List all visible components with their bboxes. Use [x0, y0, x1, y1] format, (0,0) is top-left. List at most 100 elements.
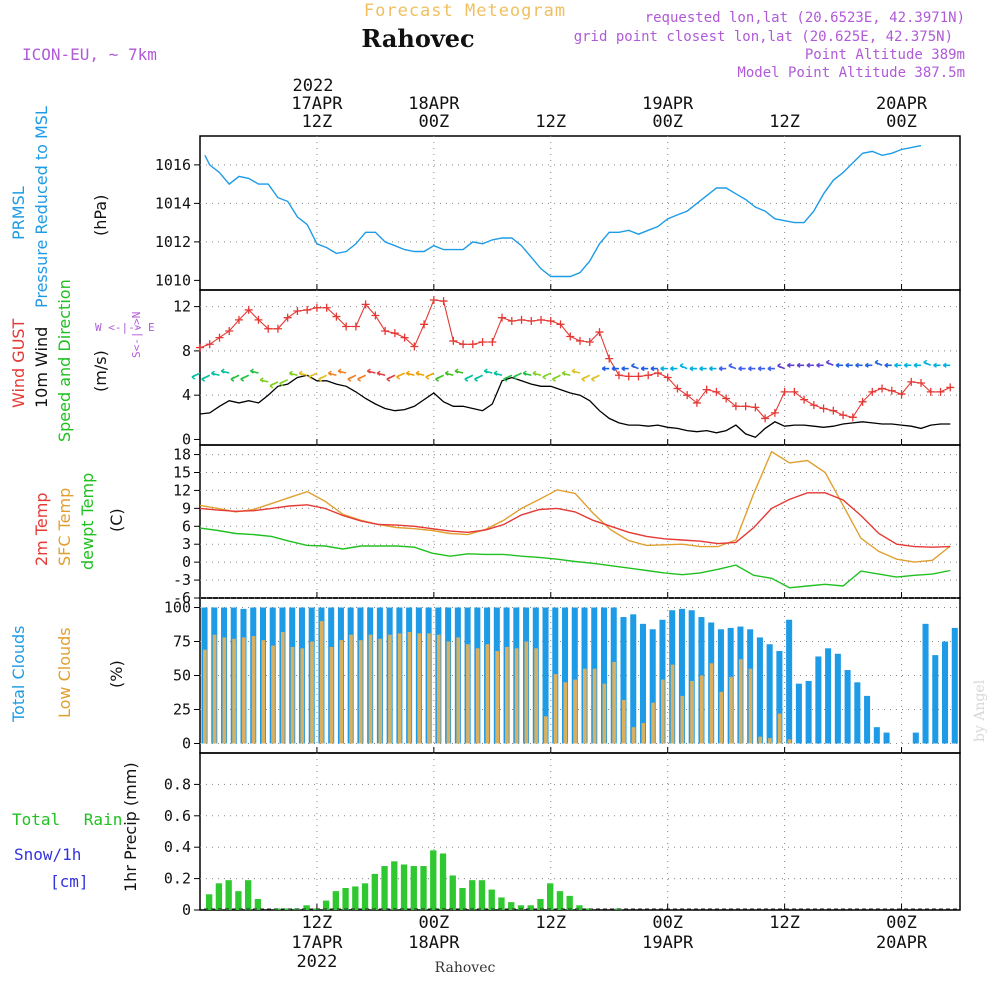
- total-cloud-bar: [864, 695, 871, 744]
- low-cloud-bar: [456, 637, 461, 744]
- low-cloud-bar: [310, 641, 314, 744]
- gust-marker: [303, 305, 312, 314]
- temp-ytick-label: 12: [173, 481, 191, 499]
- gust-marker: [800, 395, 809, 404]
- y-axes: 101010121014101604812-6-3036912151802550…: [155, 156, 903, 919]
- compass-we-label: W <-|-> E: [95, 321, 155, 334]
- low-cloud-bar: [729, 676, 733, 744]
- gust-marker: [780, 387, 789, 396]
- wind-arrowhead: [581, 376, 586, 382]
- bottom-year-label: 2022: [296, 952, 337, 972]
- low-cloud-bar: [583, 668, 587, 744]
- precip-unit-label: 1hr Precip (mm): [121, 762, 140, 892]
- wind-arrowhead: [405, 370, 410, 376]
- gust-marker: [644, 371, 653, 380]
- low-cloud-bar: [777, 713, 782, 744]
- wind-arrowhead: [552, 376, 556, 382]
- total-cloud-bar: [688, 610, 695, 744]
- clouds-ytick-label: 75: [173, 633, 191, 651]
- wind-ytick-label: 4: [182, 386, 191, 404]
- wind-arrowhead: [670, 366, 674, 372]
- gust-line: [199, 299, 951, 420]
- gust-marker: [790, 387, 799, 396]
- gust-marker: [361, 300, 370, 309]
- low-cloud-bar: [280, 631, 285, 744]
- wind-arrowhead: [454, 368, 459, 374]
- total-cloud-bar: [951, 627, 958, 744]
- rain-bar: [254, 899, 262, 910]
- low-cloud-bar: [709, 663, 714, 744]
- wind-arrowhead: [864, 362, 869, 368]
- pressure-ytick-label: 1010: [155, 271, 191, 289]
- rain-bar: [488, 889, 495, 910]
- rain-bar: [322, 900, 330, 910]
- chart-title: Forecast Meteogram: [364, 1, 566, 21]
- wind-arrowhead: [298, 370, 303, 376]
- model-altitude: Model Point Altitude 387.5m: [737, 65, 965, 81]
- low-cloud-bar: [495, 651, 500, 744]
- temp-2m-label: 2m Temp: [32, 493, 51, 567]
- wind-arrowhead: [542, 374, 547, 380]
- rain-bar: [566, 895, 573, 910]
- gust-marker: [673, 384, 682, 393]
- dewpt-line: [199, 527, 951, 589]
- wind-arrowhead: [631, 363, 635, 369]
- bottom-hour-label: 00Z: [886, 913, 917, 933]
- low-cloud-bar: [787, 739, 792, 744]
- gust-marker: [234, 315, 243, 324]
- watermark: by Angel: [972, 679, 988, 742]
- wind-arrowhead: [884, 362, 889, 368]
- rain-bar: [469, 880, 476, 910]
- temp-ytick-label: 9: [182, 499, 191, 517]
- gust-marker: [537, 315, 546, 324]
- gust-marker: [868, 387, 877, 396]
- wind-arrowhead: [923, 359, 928, 365]
- wind-arrowhead: [933, 362, 937, 368]
- total-cloud-bar: [571, 607, 578, 744]
- wind-arrowhead: [435, 376, 439, 382]
- gust-marker: [459, 340, 468, 349]
- low-cloud-bar: [699, 675, 704, 744]
- total-cloud-bar: [776, 651, 783, 744]
- temp-ytick-label: -6: [173, 589, 191, 607]
- wind-arrowhead: [621, 366, 626, 372]
- wind-arrowhead: [191, 374, 196, 380]
- snow-label: Snow/1h: [14, 845, 81, 864]
- wind-arrowhead: [279, 381, 284, 387]
- low-cloud-bar: [641, 723, 646, 744]
- low-cloud-bar: [417, 633, 422, 744]
- bottom-hour-label: 12Z: [535, 913, 566, 933]
- wind-arrowhead: [220, 368, 225, 374]
- gust-marker: [751, 403, 760, 412]
- gust-marker: [576, 336, 584, 345]
- clouds-unit-label: (%): [107, 660, 126, 688]
- wind-arrowhead: [660, 366, 665, 372]
- low-cloud-bar: [631, 727, 636, 744]
- gust-marker: [332, 312, 341, 321]
- precip-ytick-label: 0.4: [164, 838, 191, 856]
- gust-marker: [196, 343, 204, 352]
- rain-bar: [342, 888, 349, 910]
- pressure-unit-label: (hPa): [91, 195, 110, 236]
- rain-bar: [381, 866, 388, 910]
- wind-arrowhead: [591, 376, 595, 382]
- rain-bar: [225, 880, 232, 910]
- gust-marker: [293, 307, 302, 316]
- gust-marker: [215, 333, 224, 342]
- rain-bar: [352, 886, 359, 910]
- wind-arrowhead: [415, 370, 420, 376]
- gust-marker: [722, 394, 731, 403]
- total-cloud-bar: [639, 623, 647, 744]
- low-cloud-bar: [621, 699, 626, 744]
- pressure-frame: [199, 135, 961, 291]
- wind-arrowhead: [483, 368, 488, 374]
- bottom-date-label: 17APR: [291, 933, 343, 953]
- rain-bar: [400, 864, 408, 910]
- bottom-date-label: 18APR: [408, 933, 460, 953]
- wind-frame: [199, 289, 961, 446]
- wind-arrowhead: [786, 362, 791, 368]
- total-cloud-bar: [942, 641, 949, 744]
- wind-arrowhead: [757, 366, 762, 372]
- wind-arrowhead: [738, 366, 743, 372]
- low-cloud-bar: [203, 649, 207, 744]
